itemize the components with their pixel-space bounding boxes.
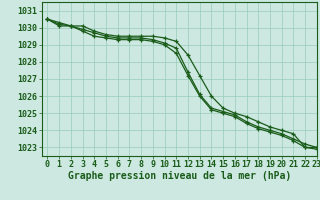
X-axis label: Graphe pression niveau de la mer (hPa): Graphe pression niveau de la mer (hPa) [68,171,291,181]
